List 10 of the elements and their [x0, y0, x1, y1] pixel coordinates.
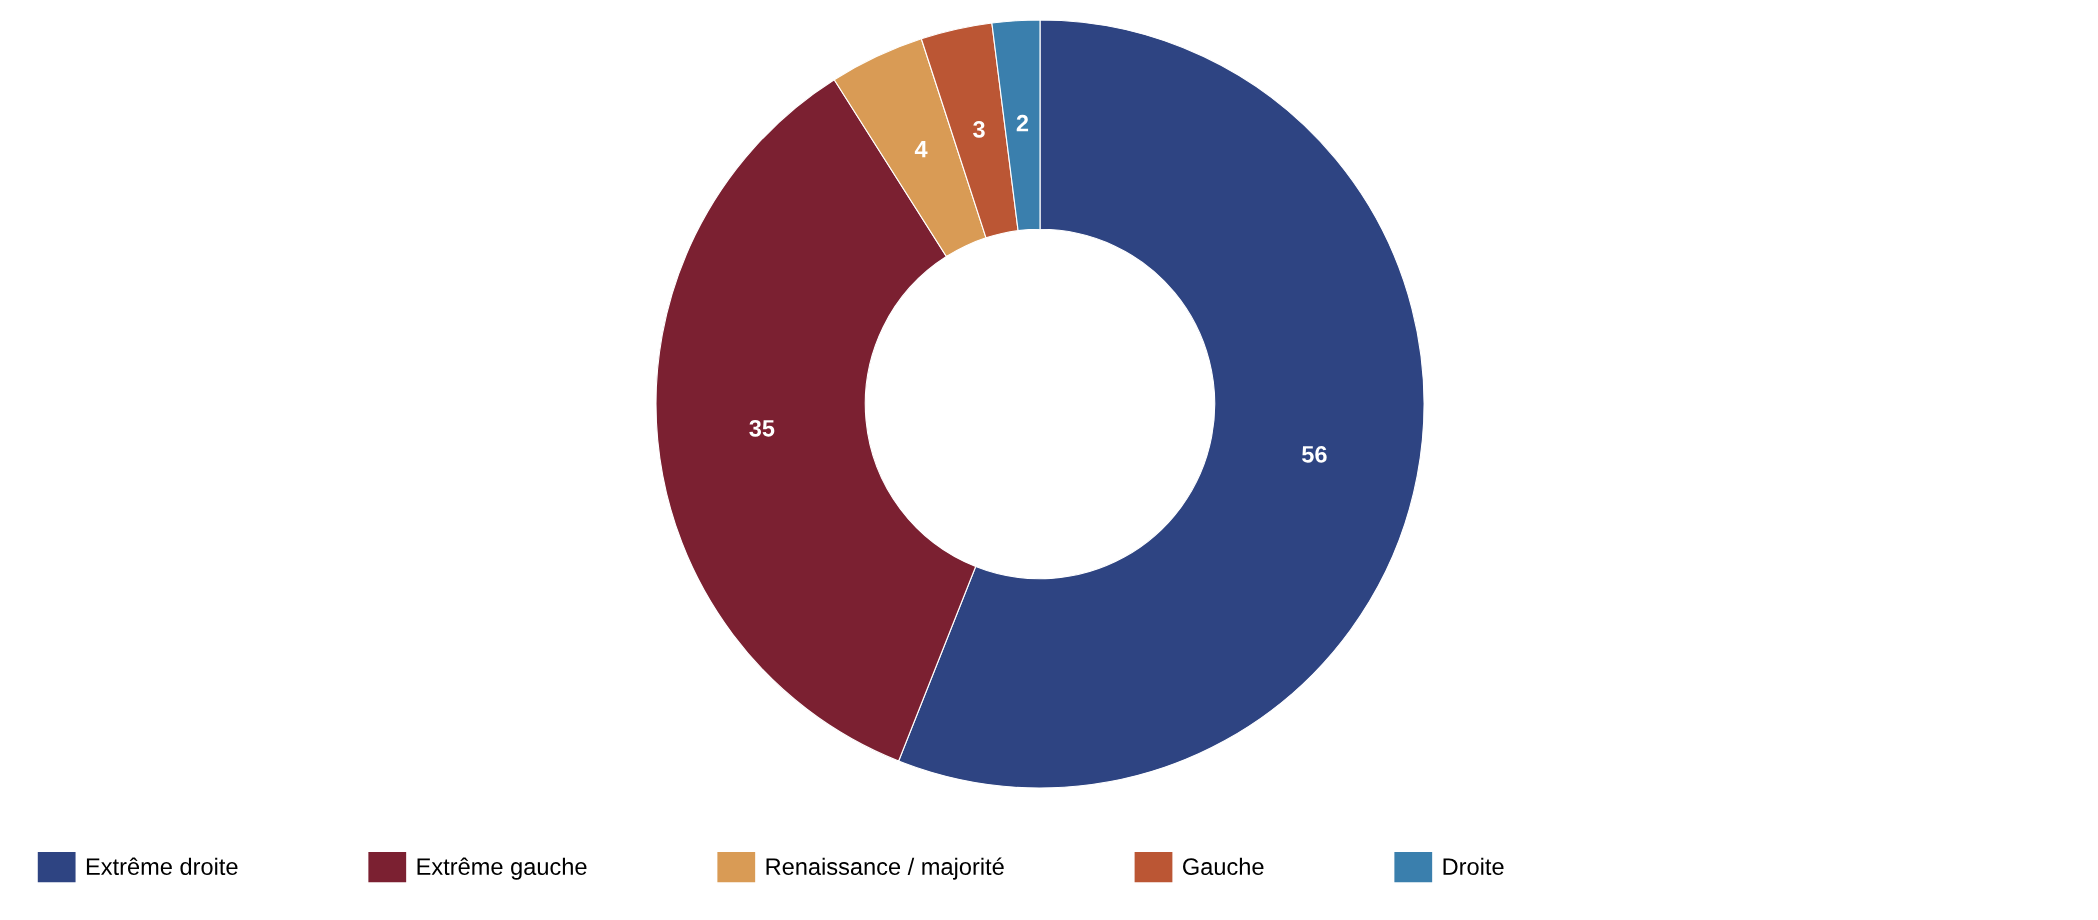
- legend-label: Renaissance / majorité: [766, 857, 1004, 880]
- legend-label: Extrême gauche: [417, 857, 587, 880]
- legend-label: Extrême droite: [86, 857, 238, 876]
- data-label: 2: [1016, 114, 1029, 132]
- data-label: 35: [749, 419, 775, 437]
- data-label: 56: [1302, 445, 1327, 463]
- data-label: 4: [914, 141, 928, 158]
- data-label: 3: [973, 120, 985, 138]
- legend-label: Droite: [1443, 857, 1504, 876]
- legend-label: Gauche: [1183, 857, 1264, 876]
